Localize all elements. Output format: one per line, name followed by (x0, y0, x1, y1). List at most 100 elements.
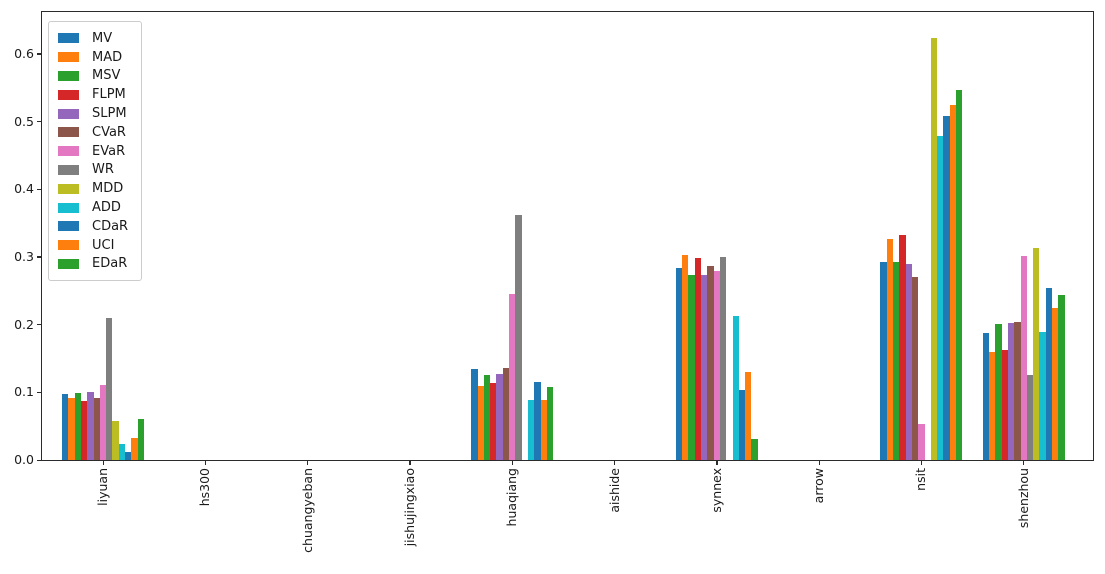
bar-MSV-liyuan (74, 393, 81, 460)
legend-item-MSV: MSV (58, 67, 128, 86)
y-tick-mark (37, 391, 41, 394)
bar-CVaR-nsit (911, 276, 919, 460)
bar-EVaR-synnex (713, 271, 720, 460)
legend-label: UCI (92, 237, 115, 253)
bar-EVaR-shenzhou (1020, 256, 1027, 460)
bar-SLPM-huaqiang (496, 374, 503, 460)
x-tick-mark (409, 461, 411, 465)
bar-EVaR-nsit (918, 424, 925, 460)
legend: MV MAD MSV FLPM SLPM CVaR EVaR WR MDD ADD CDaR UCI E… (48, 21, 143, 282)
bar-MAD-nsit (886, 238, 894, 460)
bar-UCI-liyuan (131, 438, 138, 460)
bar-MV-huaqiang (471, 369, 478, 460)
bar-CDaR-huaqiang (534, 381, 541, 460)
legend-item-WR: WR (58, 161, 128, 180)
legend-label: EDaR (92, 256, 128, 272)
bars-layer (42, 12, 1093, 460)
bar-FLPM-shenzhou (1001, 350, 1008, 460)
legend-swatch-icon (58, 164, 79, 175)
bar-WR-synnex (719, 256, 727, 460)
bar-UCI-huaqiang (540, 400, 547, 460)
bar-MV-liyuan (62, 393, 69, 460)
y-tick-label: 0.5 (14, 113, 34, 129)
bar-SLPM-nsit (905, 264, 912, 460)
legend-item-MV: MV (58, 29, 128, 48)
plot-area: MV MAD MSV FLPM SLPM CVaR EVaR WR MDD ADD CDaR UCI E… (41, 11, 1094, 461)
bar-EDaR-huaqiang (546, 386, 554, 460)
legend-item-EDaR: EDaR (58, 255, 128, 274)
bar-CDaR-shenzhou (1045, 288, 1052, 460)
legend-label: MV (92, 30, 113, 46)
bar-MDD-nsit (930, 37, 938, 460)
bar-MV-synnex (675, 267, 683, 460)
y-tick-mark (37, 188, 41, 191)
bar-SLPM-shenzhou (1007, 323, 1015, 460)
x-tick-mark (920, 461, 923, 465)
legend-item-UCI: UCI (58, 236, 128, 255)
bar-CDaR-nsit (943, 115, 950, 460)
legend-label: ADD (92, 200, 121, 216)
x-tick-label-chuangyeban: chuangyeban (299, 468, 315, 553)
bar-WR-huaqiang (515, 215, 522, 460)
bar-UCI-nsit (949, 104, 956, 460)
legend-swatch-icon (58, 70, 79, 81)
x-tick-label-liyuan: liyuan (94, 468, 110, 506)
bar-MV-nsit (880, 262, 887, 460)
legend-item-SLPM: SLPM (58, 104, 128, 123)
bar-SLPM-liyuan (87, 392, 94, 460)
legend-swatch-icon (58, 108, 79, 119)
legend-swatch-icon (58, 52, 79, 63)
legend-swatch-icon (58, 33, 79, 44)
legend-item-EVaR: EVaR (58, 142, 128, 161)
legend-swatch-icon (58, 89, 79, 100)
legend-label: WR (92, 162, 114, 178)
legend-item-MAD: MAD (58, 48, 128, 67)
bar-ADD-huaqiang (527, 399, 535, 460)
bar-EVaR-huaqiang (509, 293, 516, 460)
y-tick-mark (37, 121, 41, 123)
bar-MAD-huaqiang (477, 385, 484, 460)
x-tick-label-shenzhou: shenzhou (1015, 468, 1031, 529)
bar-CVaR-shenzhou (1014, 321, 1021, 460)
bar-EDaR-liyuan (137, 419, 144, 460)
x-tick-mark (102, 461, 104, 465)
y-tick-label: 0.1 (14, 384, 34, 400)
x-tick-mark (614, 461, 616, 465)
y-tick-label: 0.0 (14, 452, 34, 467)
legend-label: FLPM (92, 87, 126, 103)
x-tick-label-huaqiang: huaqiang (503, 468, 519, 527)
bar-MSV-synnex (688, 274, 695, 460)
legend-label: MSV (92, 68, 121, 84)
x-tick-mark (307, 461, 309, 465)
legend-swatch-icon (58, 146, 79, 157)
legend-label: EVaR (92, 143, 126, 159)
legend-swatch-icon (58, 221, 79, 232)
bar-CVaR-huaqiang (502, 367, 510, 460)
bar-ADD-synnex (732, 315, 739, 460)
legend-item-MDD: MDD (58, 179, 128, 198)
bar-EDaR-shenzhou (1058, 294, 1065, 460)
y-tick-mark (37, 459, 41, 461)
y-tick-mark (37, 53, 41, 55)
legend-label: MDD (92, 181, 124, 197)
bar-CDaR-liyuan (125, 451, 132, 460)
x-tick-mark (204, 461, 207, 465)
y-tick-mark (37, 324, 41, 326)
legend-label: MAD (92, 49, 123, 65)
bar-CVaR-liyuan (93, 398, 100, 460)
bar-MAD-liyuan (68, 397, 75, 460)
legend-label: SLPM (92, 106, 127, 122)
bar-EDaR-synnex (751, 439, 758, 460)
legend-item-FLPM: FLPM (58, 85, 128, 104)
bar-FLPM-liyuan (80, 401, 88, 460)
x-tick-mark (818, 461, 820, 465)
bar-MDD-liyuan (112, 420, 119, 460)
y-tick-label: 0.2 (14, 316, 34, 332)
legend-swatch-icon (58, 183, 79, 194)
x-tick-label-nsit: nsit (913, 468, 929, 491)
bar-EDaR-nsit (956, 89, 963, 460)
bar-MSV-shenzhou (995, 323, 1002, 460)
bar-ADD-liyuan (118, 443, 126, 460)
y-tick-mark (37, 256, 41, 258)
bar-MAD-shenzhou (989, 352, 996, 460)
